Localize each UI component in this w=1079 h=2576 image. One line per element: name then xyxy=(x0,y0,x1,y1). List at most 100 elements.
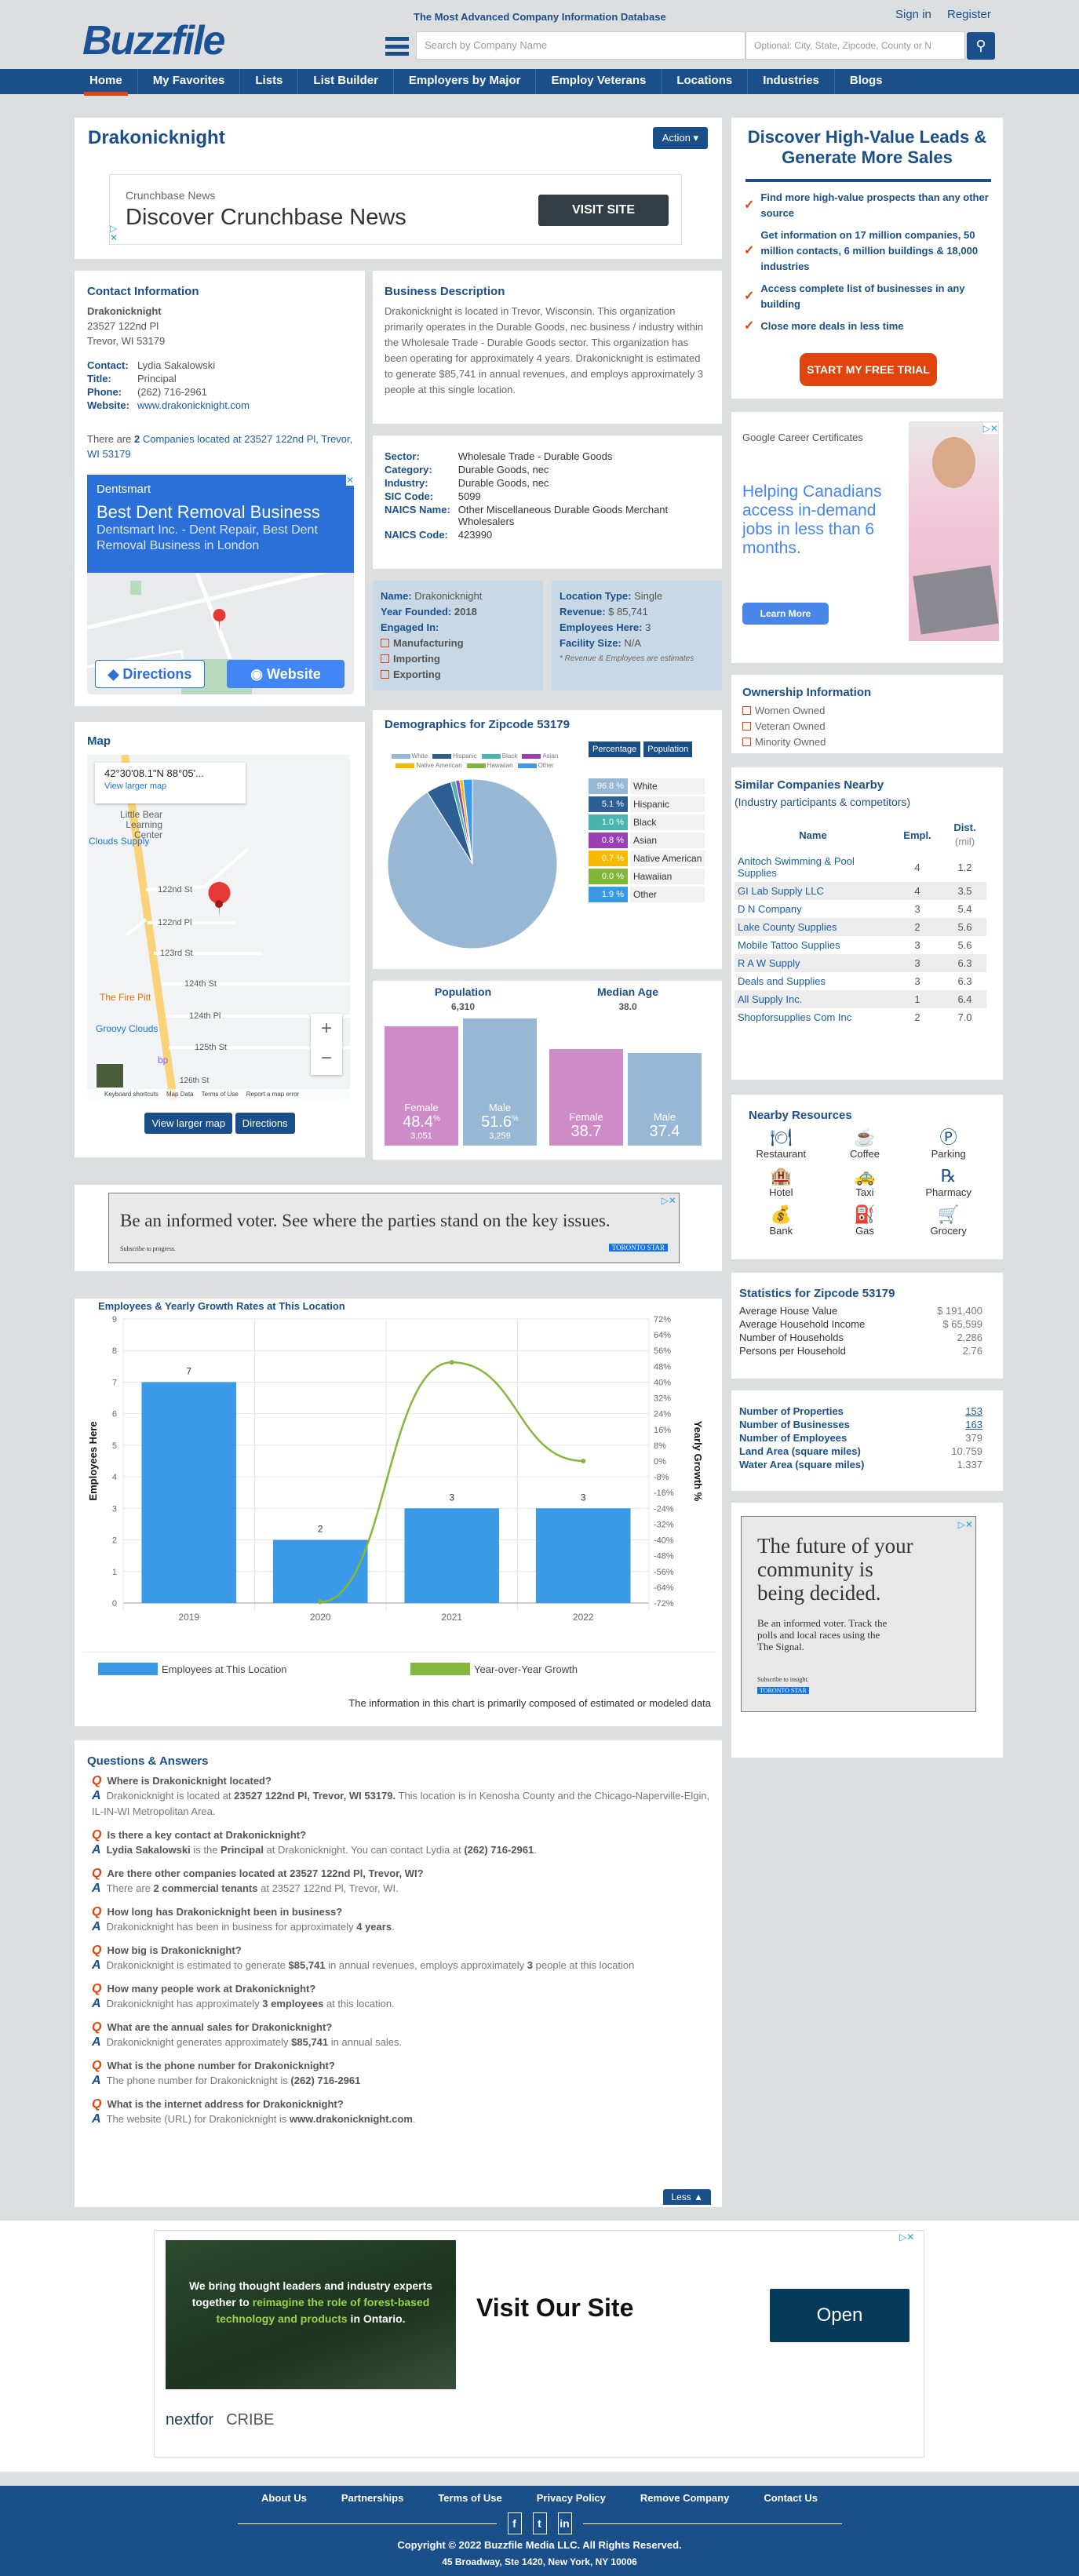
y2-tick-label: 0% xyxy=(654,1457,666,1467)
nav-industries[interactable]: Industries xyxy=(748,69,835,94)
buzzfile-logo[interactable]: Buzzfile xyxy=(82,18,225,64)
similar-company-row[interactable]: GI Lab Supply LLC 4 3.5 xyxy=(735,882,986,900)
toronto-star-wide-ad[interactable]: Be an informed voter. See where the part… xyxy=(108,1193,680,1263)
zip-stat-row[interactable]: Number of Properties 153 xyxy=(739,1405,982,1417)
action-button[interactable]: Action ▾ xyxy=(652,127,708,149)
footer-link-about-us[interactable]: About Us xyxy=(261,2492,307,2504)
adchoices-icon[interactable]: ▷✕ xyxy=(661,1195,676,1206)
contact-value[interactable]: www.drakonicknight.com xyxy=(137,399,250,411)
companies-at-address-link[interactable]: Companies located at 23527 122nd Pl, Tre… xyxy=(87,433,353,460)
nav-employ-veterans[interactable]: Employ Veterans xyxy=(536,69,662,94)
footer-link-privacy-policy[interactable]: Privacy Policy xyxy=(536,2492,606,2504)
percent-row: 0.0 % Hawaiian xyxy=(589,869,705,884)
map-zoom-controls[interactable]: + − xyxy=(311,1014,342,1075)
resource-hotel[interactable]: 🏨 Hotel xyxy=(739,1166,823,1198)
percentage-toggle[interactable]: Percentage xyxy=(589,741,641,757)
similar-company-row[interactable]: Deals and Supplies 3 6.3 xyxy=(738,975,972,987)
resource-gas[interactable]: ⛽ Gas xyxy=(823,1204,907,1237)
linkedin-icon[interactable]: in xyxy=(557,2512,572,2534)
toronto-star-side-ad[interactable]: The future of your community is being de… xyxy=(741,1516,976,1712)
resource-parking[interactable]: Ⓟ Parking xyxy=(906,1128,990,1160)
dentsmart-ad[interactable]: Dentsmart Best Dent Removal Business Den… xyxy=(87,475,354,694)
zoom-in-button[interactable]: + xyxy=(320,1018,332,1039)
google-map[interactable]: 42°30'08.1"N 88°05'... View larger map L… xyxy=(87,755,350,1100)
similar-company-row[interactable]: Lake County Supplies 2 5.6 xyxy=(735,918,986,936)
map-place[interactable]: bp xyxy=(158,1055,169,1066)
resource-grocery[interactable]: 🛒 Grocery xyxy=(906,1204,990,1237)
company-search-input[interactable]: Search by Company Name xyxy=(416,31,745,60)
ownership-item: Minority Owned xyxy=(742,734,826,750)
map-footer-link[interactable]: Map Data xyxy=(166,1091,194,1098)
nav-my-favorites[interactable]: My Favorites xyxy=(138,69,241,94)
less-button[interactable]: Less ▲ xyxy=(663,2189,711,2205)
map-footer-link[interactable]: Report a map error xyxy=(246,1091,300,1098)
map-place[interactable]: Little Bear Learning Center xyxy=(119,809,162,840)
qa-question: Q Is there a key contact at Drakonicknigh… xyxy=(92,1828,307,1842)
resource-coffee[interactable]: ☕ Coffee xyxy=(823,1128,907,1160)
nav-employers-by-major[interactable]: Employers by Major xyxy=(394,69,537,94)
ad-headline: Be an informed voter. See where the part… xyxy=(120,1211,611,1230)
resource-bank[interactable]: 💰 Bank xyxy=(739,1204,823,1237)
crunchbase-ad[interactable]: Crunchbase News Discover Crunchbase News… xyxy=(109,174,682,245)
nav-lists[interactable]: Lists xyxy=(240,69,299,94)
menu-icon[interactable] xyxy=(385,37,409,56)
nav-list-builder[interactable]: List Builder xyxy=(298,69,394,94)
map-directions-button[interactable]: Directions xyxy=(235,1113,295,1134)
map-footer-link[interactable]: Keyboard shortcuts xyxy=(104,1091,159,1098)
industry-codes-card: Sector: Wholesale Trade - Durable Goods Ca… xyxy=(373,435,722,569)
similar-company-row[interactable]: R A W Supply 3 6.3 xyxy=(735,954,986,972)
similar-company-row[interactable]: Mobile Tattoo Supplies 3 5.6 xyxy=(738,939,972,951)
search-button[interactable]: ⚲ xyxy=(967,32,995,60)
learn-more-button[interactable]: Learn More xyxy=(742,603,829,625)
adchoices-icon[interactable]: ▷✕ xyxy=(982,423,998,434)
qa-item: Q How big is Drakonicknight? A Drakonicknig… xyxy=(92,1944,712,1973)
ad-website-button[interactable]: ◉ Website xyxy=(227,660,344,688)
footer-link-partnerships[interactable]: Partnerships xyxy=(341,2492,404,2504)
cribe-ad[interactable]: We bring thought leaders and industry ex… xyxy=(154,2230,924,2458)
footer-link-remove-company[interactable]: Remove Company xyxy=(640,2492,730,2504)
resource-taxi[interactable]: 🚕 Taxi xyxy=(823,1166,907,1198)
location-search-input[interactable]: Optional: City, State, Zipcode, County o… xyxy=(745,31,965,60)
satellite-toggle[interactable] xyxy=(95,1062,125,1089)
map-street: 126th St xyxy=(180,1077,210,1085)
resource-pharmacy[interactable]: ℞ Pharmacy xyxy=(906,1166,990,1198)
sign-in-link[interactable]: Sign in xyxy=(895,8,931,21)
similar-company-row[interactable]: Shopforsupplies Com Inc 2 7.0 xyxy=(738,1011,972,1023)
similar-company-row[interactable]: All Supply Inc. 1 6.4 xyxy=(735,990,986,1008)
y2-axis-label: Yearly Growth % xyxy=(692,1421,704,1502)
footer-link-contact-us[interactable]: Contact Us xyxy=(764,2492,818,2504)
view-larger-map-button[interactable]: View larger map xyxy=(144,1113,233,1134)
adchoices-icon[interactable]: ✕ xyxy=(345,475,354,486)
zoom-out-button[interactable]: − xyxy=(320,1048,332,1069)
twitter-icon[interactable]: t xyxy=(532,2512,547,2534)
map-view-larger-link[interactable]: View larger map xyxy=(104,782,167,791)
qa-answer: A Drakonicknight is estimated to generate… xyxy=(92,1958,635,1972)
nav-blogs[interactable]: Blogs xyxy=(849,74,883,87)
adchoices-icon[interactable]: ▷✕ xyxy=(957,1519,973,1530)
facebook-icon[interactable]: f xyxy=(507,2512,522,2534)
gas-icon: ⛽ xyxy=(854,1204,876,1224)
start-free-trial-button[interactable]: START MY FREE TRIAL xyxy=(800,353,937,386)
nav-locations[interactable]: Locations xyxy=(662,69,749,94)
map-place[interactable]: The Fire Pitt xyxy=(100,992,151,1003)
map-footer-link[interactable]: Terms of Use xyxy=(201,1091,239,1098)
register-link[interactable]: Register xyxy=(947,8,991,21)
resource-restaurant[interactable]: 🍽 Restaurant xyxy=(739,1128,823,1160)
population-toggle[interactable]: Population xyxy=(643,741,693,757)
zip-stat-row[interactable]: Number of Businesses 163 xyxy=(739,1419,982,1430)
employee-growth-chart: 0 1 2 3 4 5 6 7 8 9 -72% -64% -56% -48% -40% -32% -24% -1… xyxy=(87,1315,704,1623)
google-career-ad[interactable]: Google Career Certificates Helping Canad… xyxy=(731,412,1003,663)
visit-site-button[interactable]: VISIT SITE xyxy=(538,195,669,226)
similar-company-row[interactable]: Anitoch Swimming & Pool Supplies 4 1.2 xyxy=(738,855,972,879)
adchoices-icon[interactable]: ▷✕ xyxy=(110,223,118,243)
adchoices-icon[interactable]: ▷✕ xyxy=(899,2232,915,2243)
open-button[interactable]: Open xyxy=(770,2289,909,2342)
map-place[interactable]: Groovy Clouds xyxy=(96,1023,159,1034)
similar-company-row[interactable]: D N Company 3 5.4 xyxy=(738,903,972,915)
ad-directions-button[interactable]: ◆ Directions xyxy=(95,660,205,688)
nav-home[interactable]: Home xyxy=(75,69,138,96)
fact-name: Drakonicknight xyxy=(414,590,483,602)
footer-address: 45 Broadway, Ste 1420, New York, NY 1000… xyxy=(442,2556,637,2567)
footer-link-terms-of-use[interactable]: Terms of Use xyxy=(438,2492,502,2504)
map-place[interactable]: Clouds Supply xyxy=(89,836,150,847)
